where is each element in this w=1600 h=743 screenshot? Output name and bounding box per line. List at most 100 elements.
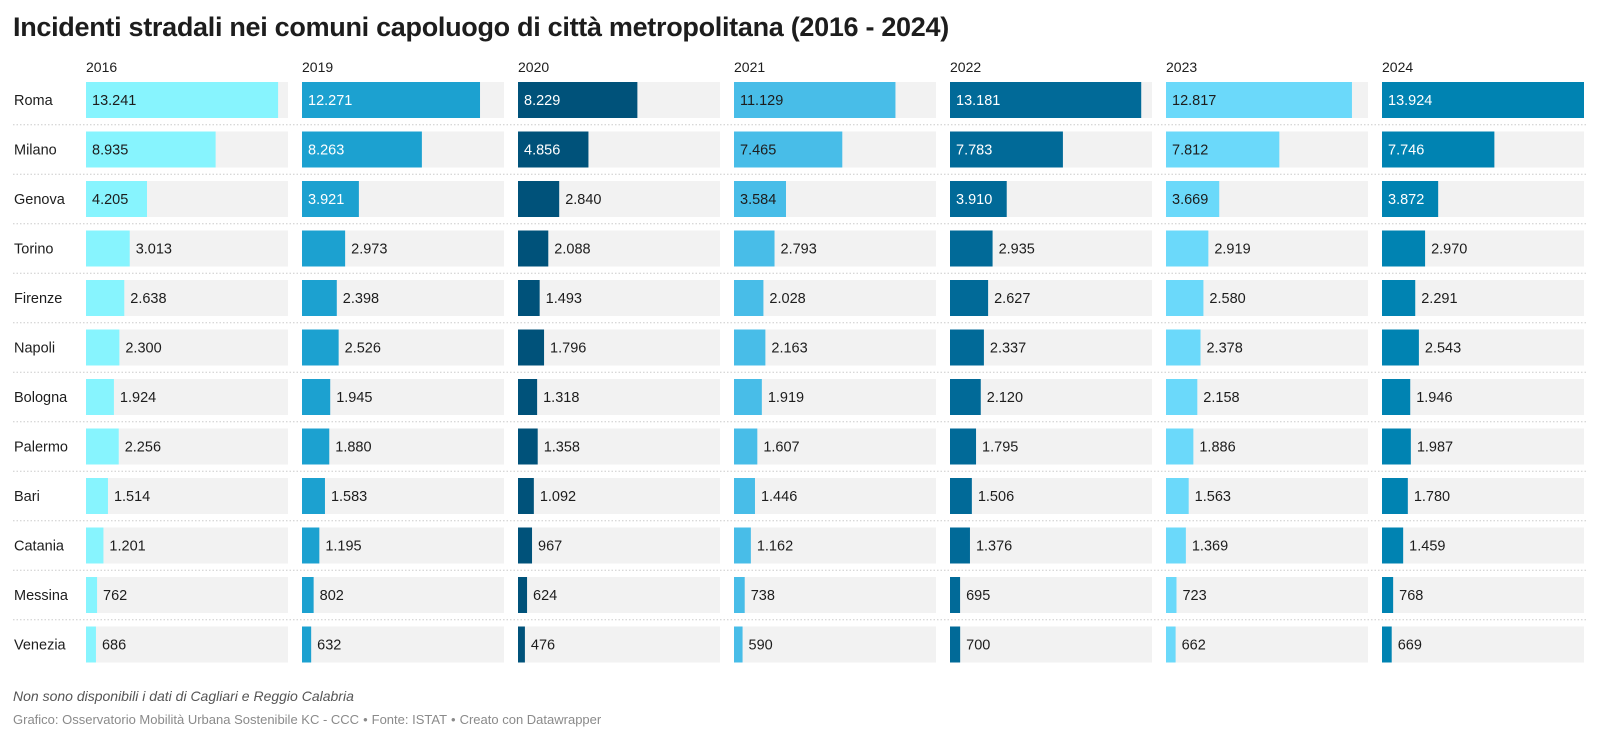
data-label: 632 <box>317 638 341 654</box>
data-label: 8.263 <box>308 143 344 159</box>
data-label: 700 <box>966 638 990 654</box>
bar <box>734 280 764 316</box>
data-label: 1.369 <box>1192 539 1228 555</box>
data-label: 13.241 <box>92 93 136 109</box>
bar <box>302 577 314 613</box>
data-label: 2.028 <box>769 291 805 307</box>
data-label: 1.162 <box>757 539 793 555</box>
bar <box>302 280 337 316</box>
bar <box>734 428 758 465</box>
bar <box>1382 82 1584 118</box>
data-label: 1.607 <box>763 440 799 456</box>
column-header: 2022 <box>950 59 981 75</box>
bar-track <box>734 626 936 663</box>
data-label: 3.872 <box>1388 192 1424 208</box>
bar-track <box>1382 379 1584 415</box>
bar <box>734 329 766 366</box>
data-label: 624 <box>533 588 557 604</box>
bar <box>302 626 312 663</box>
data-label: 2.580 <box>1209 291 1245 307</box>
bar <box>518 577 528 613</box>
data-label: 2.543 <box>1425 341 1461 357</box>
bar <box>1382 379 1411 415</box>
bar <box>86 626 96 663</box>
bar-track <box>302 527 504 564</box>
data-label: 2.840 <box>565 192 601 208</box>
data-label: 802 <box>320 588 344 604</box>
bar <box>950 329 984 366</box>
bar-track <box>518 329 720 366</box>
bar <box>518 428 538 465</box>
data-label: 7.746 <box>1388 143 1424 159</box>
data-label: 2.970 <box>1431 242 1467 258</box>
bar <box>1166 230 1209 267</box>
bar <box>86 577 98 613</box>
bar-track <box>1382 428 1584 465</box>
data-label: 2.526 <box>345 341 381 357</box>
bar <box>86 230 130 267</box>
bar <box>1166 626 1176 663</box>
bar <box>950 379 981 415</box>
bar <box>86 428 119 465</box>
bar <box>518 230 549 267</box>
bar <box>1166 181 1220 217</box>
data-label: 1.506 <box>978 489 1014 505</box>
column-header: 2020 <box>518 59 549 75</box>
bar-track <box>1166 379 1368 415</box>
bar <box>86 329 120 366</box>
data-label: 2.120 <box>987 390 1023 406</box>
bar-track <box>86 379 288 415</box>
data-label: 662 <box>1182 638 1206 654</box>
data-label: 1.563 <box>1195 489 1231 505</box>
bar-track <box>1382 626 1584 663</box>
data-label: 1.318 <box>543 390 579 406</box>
column-header: 2021 <box>734 59 765 75</box>
data-label: 2.793 <box>781 242 817 258</box>
bar <box>1166 577 1177 613</box>
bar <box>86 181 148 217</box>
row-label: Bari <box>14 489 40 505</box>
bar <box>734 230 775 267</box>
bar <box>518 280 540 316</box>
data-label: 3.013 <box>136 242 172 258</box>
data-label: 1.376 <box>976 539 1012 555</box>
bar <box>518 82 638 118</box>
row-label: Torino <box>14 242 54 258</box>
bar-track <box>1166 577 1368 613</box>
data-label: 4.205 <box>92 192 128 208</box>
bar-track <box>734 527 936 564</box>
data-label: 695 <box>966 588 990 604</box>
data-label: 3.669 <box>1172 192 1208 208</box>
data-label: 1.358 <box>544 440 580 456</box>
data-label: 2.158 <box>1203 390 1239 406</box>
bar <box>1166 428 1194 465</box>
bar <box>518 527 533 564</box>
bar <box>950 428 977 465</box>
bar-track <box>302 478 504 514</box>
data-label: 1.880 <box>335 440 371 456</box>
column-header: 2019 <box>302 59 333 75</box>
data-label: 8.229 <box>524 93 560 109</box>
bar-track <box>518 428 720 465</box>
row-label: Roma <box>14 93 54 109</box>
data-label: 2.398 <box>343 291 379 307</box>
bar <box>302 428 330 465</box>
bar <box>302 181 359 217</box>
data-label: 476 <box>531 638 555 654</box>
data-label: 1.092 <box>540 489 576 505</box>
data-label: 762 <box>103 588 127 604</box>
data-label: 11.129 <box>740 93 783 109</box>
data-label: 2.378 <box>1206 341 1242 357</box>
data-label: 590 <box>749 638 773 654</box>
bar-track <box>518 230 720 267</box>
bar-track <box>302 428 504 465</box>
bar-track <box>1382 527 1584 564</box>
bar <box>1382 181 1439 217</box>
bar <box>734 131 843 168</box>
bar <box>518 131 589 168</box>
data-label: 2.337 <box>990 341 1026 357</box>
column-header: 2024 <box>1382 59 1413 75</box>
bar-track <box>1166 527 1368 564</box>
bar <box>1382 131 1495 168</box>
data-label: 768 <box>1399 588 1423 604</box>
